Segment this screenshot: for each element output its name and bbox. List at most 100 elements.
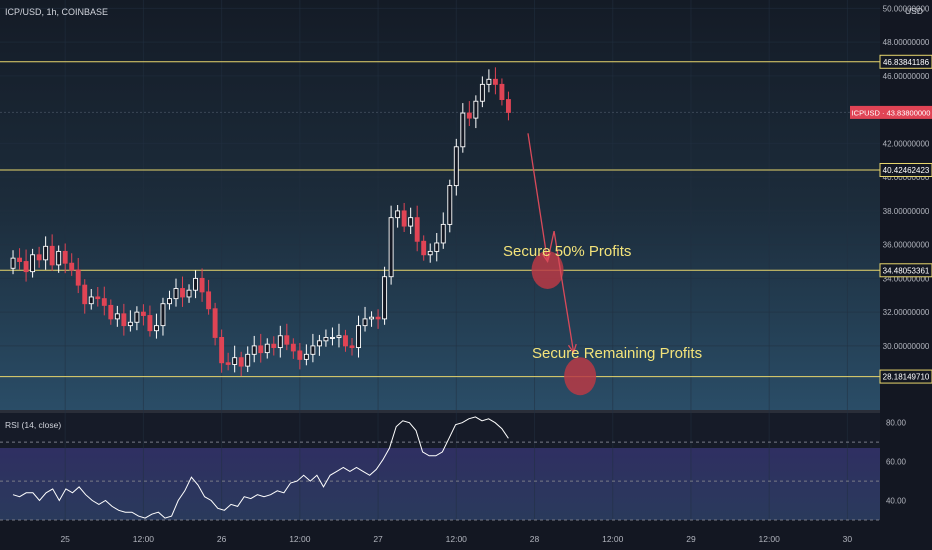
candle-down bbox=[75, 269, 81, 286]
price-axis-label: 32.00000000 bbox=[883, 308, 930, 317]
rsi-line bbox=[12, 416, 509, 519]
level-badge-label: 34.48053361 bbox=[883, 266, 930, 275]
time-axis[interactable] bbox=[0, 522, 880, 550]
candle-up bbox=[56, 250, 62, 266]
candle-up bbox=[160, 303, 166, 327]
time-axis-label: 12:00 bbox=[289, 534, 311, 544]
level-badge-label: 28.18149710 bbox=[883, 373, 930, 382]
time-axis-label: 26 bbox=[217, 534, 227, 544]
time-axis-label: 12:00 bbox=[759, 534, 781, 544]
candle-down bbox=[414, 217, 420, 242]
candle-up bbox=[447, 185, 453, 225]
candle-up bbox=[88, 296, 94, 305]
candle-up bbox=[186, 289, 192, 298]
candle-up bbox=[329, 336, 335, 339]
candle-down bbox=[499, 83, 505, 100]
last-price-badge bbox=[850, 105, 932, 119]
arrow-line bbox=[527, 133, 549, 262]
candle-down bbox=[101, 298, 107, 306]
candle-down bbox=[36, 254, 42, 261]
candle-down bbox=[17, 257, 23, 262]
candle-down bbox=[343, 335, 348, 347]
candle-down bbox=[225, 362, 231, 365]
candle-up bbox=[460, 112, 466, 148]
price-axis-label: 50.00000000 bbox=[883, 4, 930, 13]
time-axis-label: 25 bbox=[60, 534, 70, 544]
currency-label: USD bbox=[905, 6, 923, 16]
level-badge-label: 40.42462423 bbox=[883, 166, 930, 175]
candle-down bbox=[349, 345, 355, 349]
price-axis-label: 34.00000000 bbox=[883, 274, 930, 283]
price-pane[interactable] bbox=[0, 0, 880, 410]
symbol-title: ICP/USD, 1h, COINBASE bbox=[5, 7, 108, 17]
candle-down bbox=[421, 240, 427, 256]
candle-up bbox=[173, 288, 179, 300]
candle-up bbox=[30, 254, 36, 273]
rsi-indicator-label[interactable]: RSI (14, close) bbox=[5, 420, 61, 430]
candle-down bbox=[290, 343, 296, 352]
candle-up bbox=[310, 345, 316, 355]
first-target-note: Secure 50% Profits bbox=[503, 243, 631, 260]
candle-up bbox=[277, 335, 283, 349]
candle-down bbox=[375, 316, 381, 320]
second-target-note: Secure Remaining Profits bbox=[532, 345, 702, 362]
candle-up bbox=[167, 298, 172, 305]
candle-up bbox=[434, 242, 440, 252]
candle-up bbox=[245, 353, 251, 367]
time-axis-label: 29 bbox=[686, 534, 696, 544]
price-axis-label: 46.00000000 bbox=[883, 72, 930, 81]
price-axis-label: 40.00000000 bbox=[883, 173, 930, 182]
candle-down bbox=[199, 277, 205, 293]
candle-down bbox=[271, 343, 277, 349]
time-axis-label: 12:00 bbox=[446, 534, 468, 544]
axis-labels: 25 12:00 26 12:00 27 12:00 28 12:00 29 12:00 30 50.… bbox=[60, 4, 932, 544]
candle-down bbox=[180, 288, 185, 298]
rsi-axis-label: 60.00 bbox=[886, 458, 907, 467]
candle-down bbox=[121, 313, 127, 327]
candle-down bbox=[62, 250, 68, 264]
candle-up bbox=[395, 210, 401, 219]
price-axis-label: 36.00000000 bbox=[883, 241, 930, 250]
candle-up bbox=[264, 343, 270, 354]
candle-down bbox=[206, 291, 212, 310]
last-price-label: ICPUSD · 43.83800000 bbox=[852, 108, 931, 117]
candle-down bbox=[505, 99, 511, 113]
candle-down bbox=[23, 261, 29, 273]
time-axis-label: 30 bbox=[843, 534, 853, 544]
price-axis-label: 38.00000000 bbox=[883, 207, 930, 216]
candle-down bbox=[238, 357, 244, 367]
candle-up bbox=[479, 83, 485, 102]
target-circle bbox=[531, 250, 564, 289]
candle-down bbox=[108, 304, 114, 320]
candle-up bbox=[303, 353, 309, 360]
candle-down bbox=[297, 350, 303, 360]
candle-up bbox=[153, 325, 159, 332]
candle-up bbox=[251, 345, 257, 355]
candle-up bbox=[369, 316, 375, 320]
time-axis-label: 27 bbox=[373, 534, 383, 544]
candle-down bbox=[284, 335, 290, 345]
level-badge bbox=[879, 369, 932, 384]
candle-up bbox=[473, 100, 479, 119]
price-axis-label: 30.00000000 bbox=[883, 342, 930, 351]
candle-down bbox=[492, 78, 498, 85]
candle-down bbox=[212, 308, 218, 338]
candle-down bbox=[147, 315, 153, 332]
rsi-band bbox=[0, 448, 880, 520]
level-badge bbox=[879, 54, 932, 69]
candle-down bbox=[95, 296, 101, 300]
candle-up bbox=[356, 325, 361, 349]
candle-up bbox=[427, 250, 433, 256]
level-badge bbox=[879, 263, 932, 278]
candle-up bbox=[134, 311, 140, 323]
candle-up bbox=[43, 245, 49, 261]
candlestick-series bbox=[10, 67, 511, 377]
candle-up bbox=[232, 357, 238, 365]
price-axis-label: 48.00000000 bbox=[883, 38, 930, 47]
candle-up bbox=[127, 321, 133, 327]
rsi-axis-label: 80.00 bbox=[886, 419, 907, 428]
candle-up bbox=[193, 277, 199, 291]
level-badge-label: 46.83841186 bbox=[883, 58, 930, 67]
candle-down bbox=[466, 112, 472, 119]
